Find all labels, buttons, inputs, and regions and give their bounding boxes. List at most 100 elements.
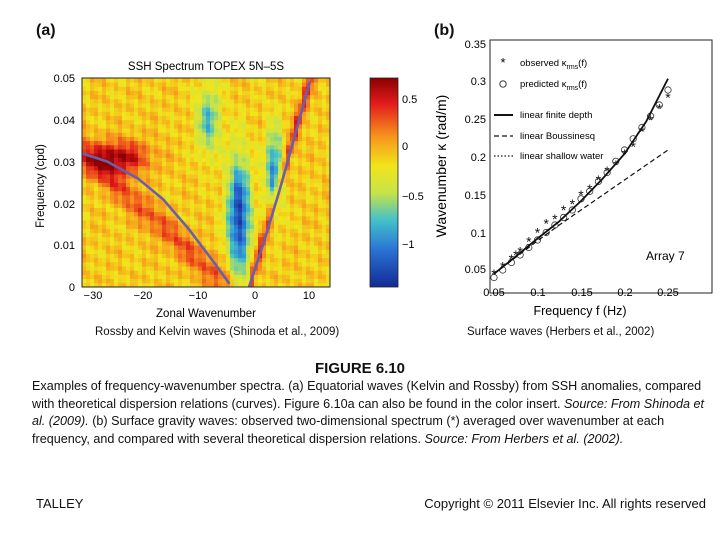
heatmap-cell [322, 199, 327, 204]
heatmap-cell [166, 249, 171, 254]
heatmap-cell [110, 98, 115, 104]
heatmap-cell [210, 190, 215, 196]
heatmap-cell [82, 253, 87, 259]
heatmap-cell [122, 107, 127, 112]
heatmap-cell [186, 211, 191, 217]
heatmap-cell [110, 232, 115, 238]
heatmap-cell [150, 232, 155, 238]
heatmap-cell [82, 211, 87, 217]
heatmap-cell [282, 203, 287, 208]
heatmap-cell [134, 190, 139, 196]
observed-point: * [665, 90, 671, 106]
heatmap-cell [270, 224, 275, 229]
heatmap-cell [106, 207, 111, 213]
heatmap-cell [242, 257, 247, 263]
heatmap-cell [162, 90, 167, 96]
heatmap-cell [318, 107, 323, 112]
heatmap-cell [82, 128, 87, 133]
heatmap-cell [270, 111, 275, 117]
heatmap-cell [262, 207, 267, 213]
heatmap-cell [150, 161, 155, 167]
heatmap-cell [162, 274, 167, 280]
heatmap-cell [150, 178, 155, 183]
heatmap-cell [274, 241, 279, 246]
heatmap-cell [322, 144, 327, 150]
heatmap-cell [146, 186, 151, 192]
heatmap-cell [202, 149, 207, 154]
heatmap-cell [206, 241, 211, 246]
heatmap-cell [290, 203, 295, 208]
heatmap-cell [246, 161, 251, 167]
heatmap-cell [290, 136, 295, 142]
heatmap-cell [154, 245, 159, 250]
heatmap-cell [138, 115, 143, 121]
heatmap-cell [106, 169, 111, 175]
heatmap-cell [234, 165, 239, 171]
heatmap-cell [270, 228, 275, 234]
heatmap-cell [190, 115, 195, 121]
heatmap-cell [234, 190, 239, 196]
heatmap-cell [102, 278, 107, 284]
heatmap-cell [82, 174, 87, 179]
heatmap-cell [126, 157, 131, 162]
heatmap-cell [142, 266, 147, 271]
heatmap-cell [230, 186, 235, 192]
panel-a-plot-frame [81, 77, 331, 288]
heatmap-cell [290, 94, 295, 100]
heatmap-cell [130, 261, 135, 267]
heatmap-cell [326, 94, 330, 100]
heatmap-cell [246, 241, 251, 246]
heatmap-cell [294, 261, 299, 267]
panel-b-ytick: 0.1 [471, 228, 486, 240]
heatmap-cell [230, 132, 235, 137]
heatmap-cell [118, 90, 123, 96]
heatmap-cell [226, 78, 231, 83]
heatmap-cell [162, 253, 167, 259]
heatmap-cell [302, 274, 307, 280]
heatmap-cell [274, 182, 279, 188]
heatmap-cell [242, 123, 247, 129]
observed-point: * [561, 202, 567, 218]
heatmap-cell [222, 186, 227, 192]
heatmap-cell [294, 207, 299, 213]
heatmap-cell [86, 232, 91, 238]
heatmap-cell [86, 282, 91, 287]
heatmap-cell [190, 140, 195, 146]
heatmap-cell [146, 215, 151, 221]
heatmap-cell [226, 157, 231, 162]
heatmap-cell [258, 136, 263, 142]
heatmap-cell [310, 90, 315, 96]
heatmap-cell [94, 241, 99, 246]
heatmap-cell [238, 203, 243, 208]
heatmap-cell [150, 261, 155, 267]
heatmap-cell [106, 232, 111, 238]
heatmap-cell [262, 119, 267, 125]
heatmap-cell [206, 136, 211, 142]
heatmap-cell [310, 274, 315, 280]
heatmap-cell [182, 169, 187, 175]
heatmap-cell [222, 140, 227, 146]
heatmap-cell [238, 161, 243, 167]
heatmap-cell [190, 98, 195, 104]
colorbar-tick: 0 [402, 141, 408, 153]
heatmap-cell [154, 241, 159, 246]
heatmap-cell [262, 224, 267, 229]
heatmap-cell [230, 78, 235, 83]
heatmap-cell [246, 94, 251, 100]
heatmap-cell [278, 144, 283, 150]
heatmap-cell [242, 157, 247, 162]
heatmap-cell [182, 165, 187, 171]
heatmap-cell [146, 236, 151, 242]
heatmap-cell [238, 282, 243, 287]
heatmap-cell [126, 153, 131, 158]
heatmap-cell [326, 203, 330, 208]
heatmap-cell [282, 128, 287, 133]
heatmap-cell [210, 232, 215, 238]
heatmap-cell [234, 161, 239, 167]
heatmap-cell [266, 207, 271, 213]
heatmap-cell [194, 82, 199, 87]
heatmap-cell [254, 86, 259, 91]
heatmap-cell [194, 140, 199, 146]
heatmap-cell [178, 232, 183, 238]
heatmap-cell [226, 232, 231, 238]
